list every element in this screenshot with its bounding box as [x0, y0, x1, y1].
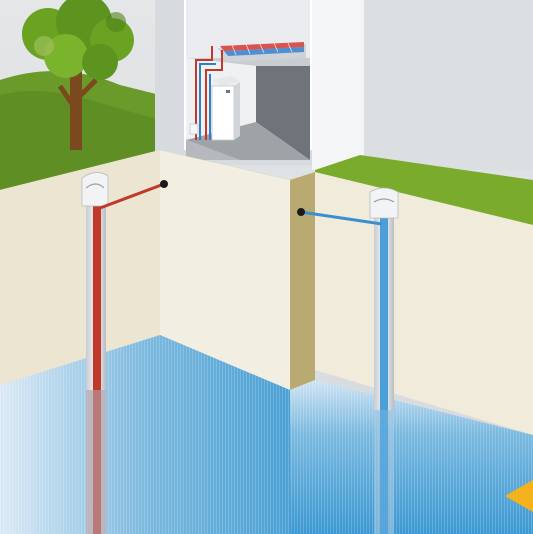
soil-right-face	[315, 172, 533, 435]
house-wall-edge	[312, 0, 364, 170]
supply-well	[81, 172, 109, 534]
room-dark-wall	[256, 66, 310, 160]
technical-room	[184, 0, 312, 160]
tree-icon	[22, 0, 134, 150]
room-pipework	[195, 46, 223, 140]
return-pipe-outlet	[297, 208, 305, 216]
foundation-wall	[290, 172, 315, 390]
return-pipe	[300, 210, 383, 226]
soil-left-shade	[0, 150, 160, 385]
return-well	[369, 187, 399, 534]
room-floor-edge	[186, 140, 240, 160]
groundwater	[0, 335, 533, 534]
lawn-right	[315, 155, 533, 225]
supply-pipe	[99, 182, 165, 210]
heat-pump-unit	[211, 76, 240, 141]
flow-direction-arrow-icon	[505, 480, 533, 512]
control-box	[189, 123, 199, 135]
supply-pipe-inlet	[160, 180, 168, 188]
house-right-wall	[360, 0, 533, 170]
floor-heating-panel	[218, 42, 306, 62]
room-ceiling	[186, 58, 310, 66]
room-floor	[186, 122, 310, 160]
